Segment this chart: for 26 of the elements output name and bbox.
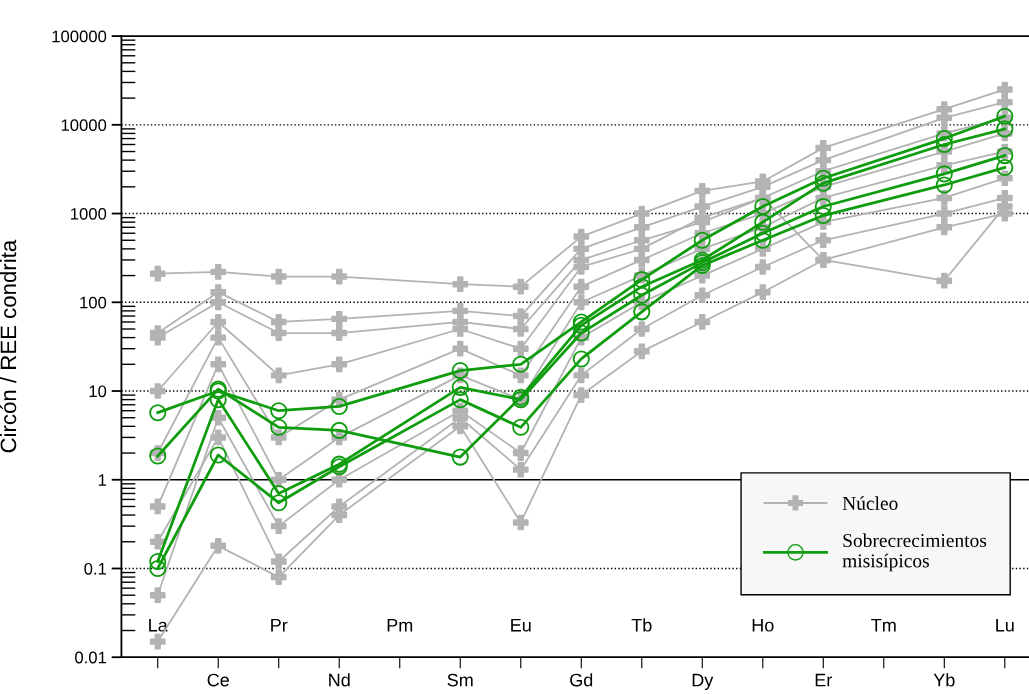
- y-tick-label: 0.01: [75, 651, 107, 664]
- x-tick-label: Tb: [631, 618, 652, 632]
- y-tick-label: 10000: [61, 119, 107, 132]
- x-tick-label: Nd: [329, 673, 350, 687]
- legend-label: Sobrecrecimientos misisípicos: [842, 533, 987, 572]
- x-tick-label: La: [149, 618, 168, 632]
- y-tick-label: 1: [98, 474, 107, 486]
- x-tick-label: Dy: [692, 673, 714, 691]
- y-tick-label: 10: [89, 385, 107, 398]
- x-tick-label: Lu: [996, 618, 1014, 632]
- x-tick-label: Er: [815, 673, 833, 687]
- x-tick-label: Yb: [933, 673, 955, 687]
- x-tick-label: Ce: [207, 673, 229, 687]
- x-tick-label: Ho: [752, 618, 774, 632]
- y-tick-label: 1000: [71, 207, 107, 220]
- x-tick-label: Pr: [271, 618, 288, 632]
- x-tick-label: Tm: [871, 618, 896, 632]
- y-axis-title: Circón / REE condrita: [0, 239, 17, 453]
- legend-label: Núcleo: [842, 496, 898, 510]
- y-tick-label: 100: [80, 296, 107, 309]
- x-tick-label: Eu: [511, 618, 531, 632]
- x-tick-label: Sm: [447, 673, 473, 687]
- y-tick-label: 100000: [52, 30, 107, 43]
- x-tick-label: Gd: [570, 673, 593, 687]
- x-tick-label: Pm: [387, 618, 413, 632]
- y-tick-label: 0.1: [84, 562, 107, 575]
